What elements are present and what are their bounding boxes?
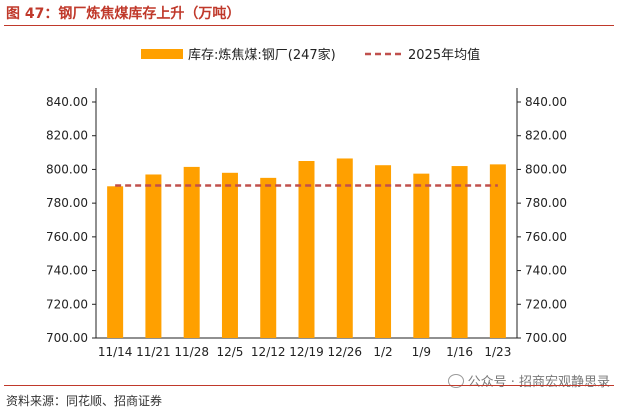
bar — [413, 173, 430, 338]
x-tick-label: 1/16 — [446, 345, 473, 359]
y-tick-label-left: 740.00 — [46, 264, 88, 278]
x-tick-label: 12/5 — [216, 345, 243, 359]
bar — [183, 166, 200, 338]
inventory-chart: 库存:炼焦煤:钢厂(247家) 2025年均值 700.00 720.00 740.… — [46, 47, 567, 359]
legend-bar-swatch — [141, 49, 183, 59]
bar — [145, 174, 162, 338]
x-tick-label: 11/28 — [174, 345, 209, 359]
x-tick-label: 11/21 — [136, 345, 171, 359]
x-tick-label: 12/19 — [289, 345, 324, 359]
figure-title: 图 47：钢厂炼焦煤库存上升（万吨） — [6, 6, 241, 22]
y-tick-label-right: 740.00 — [525, 264, 567, 278]
bar — [451, 166, 468, 338]
y-tick-label-left: 820.00 — [46, 129, 88, 143]
y-tick-label-right: 720.00 — [525, 297, 567, 311]
y-tick-label-right: 780.00 — [525, 196, 567, 210]
x-tick-label: 1/2 — [373, 345, 392, 359]
y-tick-label-left: 840.00 — [46, 95, 88, 109]
bar — [107, 186, 124, 338]
footer-divider — [4, 385, 614, 386]
title-divider — [4, 25, 614, 26]
watermark-text: 公众号 · 招商宏观静思录 — [467, 375, 610, 390]
y-axis-left-ticks: 700.00 720.00 740.00 760.00 780.00 800.00 820.… — [46, 95, 96, 345]
wechat-logo-icon — [447, 374, 464, 388]
chart-legend: 库存:炼焦煤:钢厂(247家) 2025年均值 — [141, 47, 480, 63]
bar-series — [107, 158, 506, 338]
y-tick-label-left: 780.00 — [46, 196, 88, 210]
x-tick-label: 12/26 — [327, 345, 362, 359]
bar — [221, 172, 238, 338]
bar — [489, 164, 506, 338]
source-note: 资料来源：同花顺、招商证券 — [6, 394, 163, 408]
x-axis-labels: 11/14 11/21 11/28 12/5 12/12 12/19 12/26 1/2 1/9… — [98, 345, 512, 359]
y-axis-right-ticks: 700.00 720.00 740.00 760.00 780.00 800.00 820.… — [517, 95, 567, 345]
x-tick-label: 11/14 — [98, 345, 133, 359]
bar — [298, 161, 315, 338]
watermark: 公众号 · 招商宏观静思录 — [447, 371, 610, 390]
legend-bar-label: 库存:炼焦煤:钢厂(247家) — [188, 47, 336, 63]
y-tick-label-left: 760.00 — [46, 230, 88, 244]
bar — [375, 165, 392, 338]
x-tick-label: 1/23 — [484, 345, 511, 359]
y-tick-label-right: 700.00 — [525, 331, 567, 345]
x-tick-label: 1/9 — [412, 345, 431, 359]
y-tick-label-right: 760.00 — [525, 230, 567, 244]
bar — [336, 158, 353, 338]
legend-avg-line-label: 2025年均值 — [408, 47, 480, 63]
x-tick-label: 12/12 — [251, 345, 286, 359]
y-tick-label-left: 720.00 — [46, 297, 88, 311]
y-tick-label-right: 800.00 — [525, 162, 567, 176]
y-tick-label-left: 800.00 — [46, 162, 88, 176]
y-tick-label-right: 820.00 — [525, 129, 567, 143]
bar — [260, 177, 277, 338]
y-tick-label-right: 840.00 — [525, 95, 567, 109]
y-tick-label-left: 700.00 — [46, 331, 88, 345]
